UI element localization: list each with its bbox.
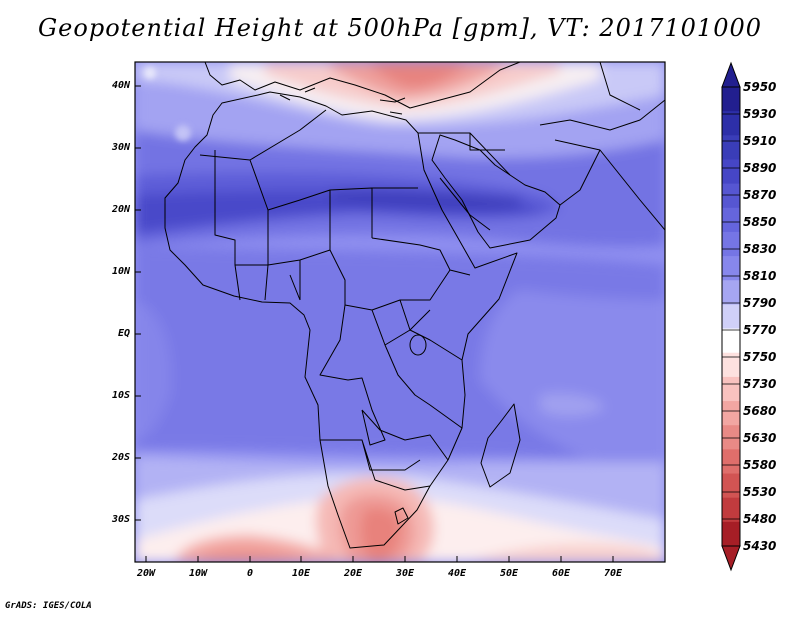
map-title: Geopotential Height at 500hPa [gpm], VT:…	[38, 14, 762, 42]
lon-label: 20E	[343, 568, 363, 579]
lesotho-border	[394, 507, 409, 525]
plot-frame	[134, 61, 666, 563]
colorbar-label: 5930	[743, 107, 777, 121]
lon-label: 40E	[447, 568, 467, 579]
lat-label: EQ	[117, 328, 130, 339]
colorbar-swatch	[722, 87, 740, 112]
colorbar-label: 5530	[743, 485, 777, 499]
lon-label: 50E	[499, 568, 519, 579]
colorbar-label: 5430	[743, 539, 777, 553]
colorbar-label: 5580	[743, 458, 777, 472]
colorbar-arrow-top	[721, 61, 741, 88]
madagascar-coastline	[480, 403, 521, 488]
colorbar-label: 5850	[743, 215, 777, 229]
lon-label: 60E	[551, 568, 571, 579]
colorbar-label: 5830	[743, 242, 777, 256]
colorbar-swatch	[722, 207, 740, 233]
colorbar-swatch	[722, 111, 740, 136]
lat-label: 20N	[111, 204, 130, 215]
mediterranean-islands	[279, 87, 406, 115]
lat-label: 10N	[111, 266, 130, 277]
arabian-coastline	[431, 134, 561, 249]
colorbar-label: 5480	[743, 512, 777, 526]
colorbar-swatch	[722, 352, 740, 378]
colorbar-swatch	[722, 401, 740, 426]
colorbar-swatch	[722, 280, 740, 305]
lake-victoria	[409, 334, 427, 356]
lat-label: 20S	[111, 452, 130, 463]
colorbar-label: 5810	[743, 269, 777, 283]
colorbar-swatch	[722, 135, 740, 160]
colorbar-swatch	[722, 231, 740, 257]
lon-label: 10E	[291, 568, 311, 579]
colorbar-swatch	[722, 183, 740, 209]
colorbar	[721, 61, 741, 572]
country-borders	[199, 62, 665, 491]
colorbar-label: 5950	[743, 80, 777, 94]
colorbar-label: 5630	[743, 431, 777, 445]
lat-label: 10S	[111, 390, 130, 401]
height-field	[135, 62, 665, 562]
colorbar-label: 5680	[743, 404, 777, 418]
colorbar-swatch	[722, 425, 740, 450]
colorbar-swatch	[722, 449, 740, 475]
colorbar-label: 5750	[743, 350, 777, 364]
colorbar-swatch	[722, 521, 740, 547]
colorbar-arrow-bottom	[721, 545, 741, 572]
colorbar-swatch	[722, 328, 740, 354]
colorbar-label: 5890	[743, 161, 777, 175]
colorbar-label: 5910	[743, 134, 777, 148]
colorbar-swatch	[722, 159, 740, 185]
colorbar-swatch	[722, 473, 740, 499]
africa-coastline	[164, 91, 518, 549]
lon-label: 0	[246, 568, 254, 579]
colorbar-label: 5730	[743, 377, 777, 391]
colorbar-swatch	[722, 304, 740, 330]
europe-coastline	[204, 62, 521, 109]
colorbar-swatch	[722, 256, 740, 281]
lon-label: 30E	[395, 568, 415, 579]
lat-label: 30S	[111, 514, 130, 525]
colorbar-swatch	[722, 497, 740, 523]
credit-text: GrADS: IGES/COLA	[5, 601, 92, 611]
colorbar-label: 5870	[743, 188, 777, 202]
colorbar-label: 5790	[743, 296, 777, 310]
lon-label: 10W	[188, 568, 208, 579]
map-borders	[164, 62, 665, 549]
lat-label: 40N	[111, 80, 130, 91]
lon-label: 70E	[603, 568, 623, 579]
tick-marks	[135, 85, 614, 562]
colorbar-swatch	[722, 376, 740, 402]
lat-label: 30N	[111, 142, 130, 153]
lon-label: 20W	[136, 568, 156, 579]
colorbar-label: 5770	[743, 323, 777, 337]
